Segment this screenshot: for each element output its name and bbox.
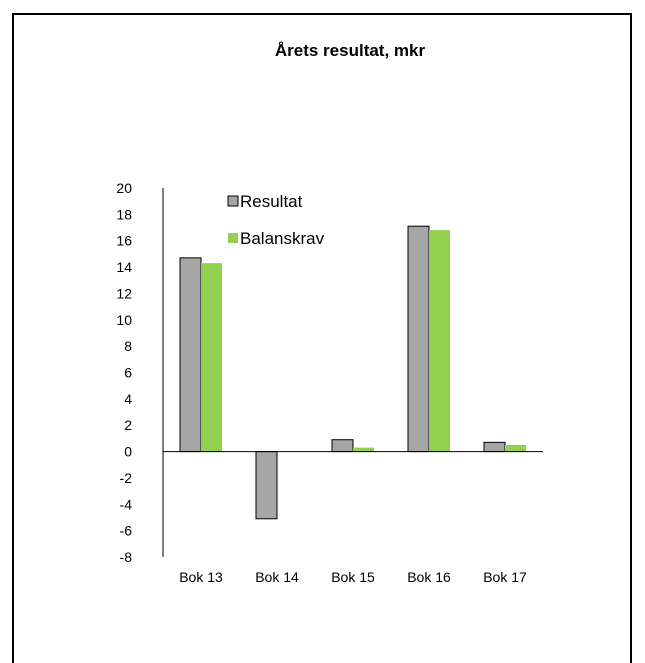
y-tick-label: 8: [124, 338, 132, 354]
bar-resultat-4: [483, 441, 506, 453]
legend-swatch-balanskrav: [228, 233, 238, 243]
bar-resultat-0: [179, 257, 202, 453]
y-tick-label: 6: [124, 365, 132, 381]
legend-label-balanskrav: Balanskrav: [240, 229, 325, 248]
legend-swatch-resultat: [227, 195, 239, 207]
y-tick-label: 14: [116, 259, 132, 275]
bar-resultat-2: [331, 439, 354, 453]
y-tick-label: 10: [116, 312, 132, 328]
x-tick-label: Bok 13: [179, 569, 223, 585]
y-tick-label: -4: [120, 496, 133, 512]
bar-balanskrav-3: [429, 230, 450, 452]
y-tick-label: 4: [124, 391, 132, 407]
legend: Resultat Balanskrav: [227, 192, 325, 248]
bar-resultat-3: [407, 225, 430, 453]
y-tick-label: 18: [116, 206, 132, 222]
bar-balanskrav-4: [505, 444, 526, 452]
x-tick-label: Bok 16: [407, 569, 451, 585]
chart-title: Årets resultat, mkr: [275, 41, 426, 60]
y-tick-label: -6: [120, 523, 133, 539]
bar-resultat-1: [255, 451, 278, 520]
y-tick-label: 12: [116, 285, 132, 301]
y-tick-label: -2: [120, 470, 133, 486]
chart-frame: [12, 13, 632, 663]
legend-label-resultat: Resultat: [240, 192, 303, 211]
x-tick-label: Bok 17: [483, 569, 527, 585]
y-tick-label: 16: [116, 233, 132, 249]
y-tick-label: -8: [120, 549, 133, 565]
y-tick-label: 20: [116, 180, 132, 196]
y-tick-label: 2: [124, 417, 132, 433]
x-tick-label: Bok 14: [255, 569, 299, 585]
bar-balanskrav-2: [353, 447, 374, 452]
bar-balanskrav-0: [201, 263, 222, 452]
x-tick-label: Bok 15: [331, 569, 375, 585]
y-tick-label: 0: [124, 444, 132, 460]
x-axis-ticks: Bok 13 Bok 14 Bok 15 Bok 16 Bok 17: [179, 569, 527, 585]
bars: [179, 225, 526, 520]
